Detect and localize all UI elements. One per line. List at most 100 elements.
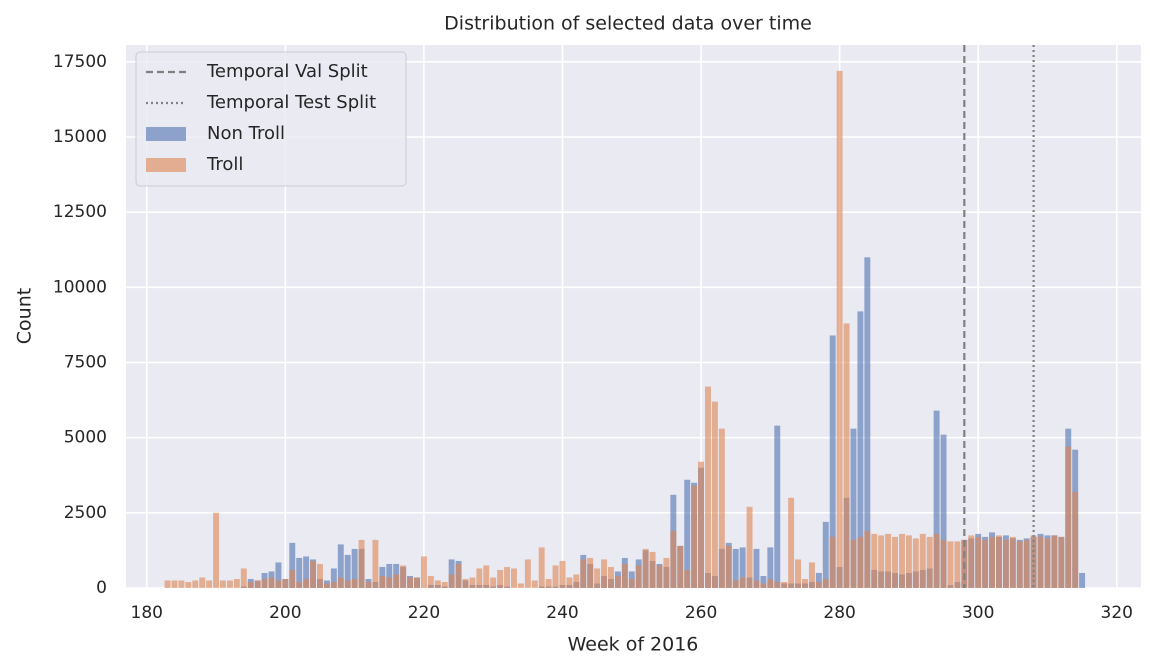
bar [317,563,323,588]
bar [899,533,905,588]
bar [441,581,448,588]
bar [358,539,365,588]
bar [711,401,718,588]
bar [296,557,303,588]
bar [566,577,573,588]
bar [802,578,808,588]
bar [275,562,282,588]
bar [850,539,857,588]
y-tick-label: 10000 [53,277,107,297]
bar [968,535,975,588]
bar [330,568,337,588]
bar [1009,536,1016,588]
bar [337,577,344,588]
bar [192,580,199,588]
bar [628,578,635,588]
bar [829,536,836,588]
bar [462,578,469,588]
bar [746,506,753,588]
bar [982,539,989,588]
bar [788,497,795,588]
y-tick-label: 5000 [64,428,107,448]
bar [926,536,933,588]
bars [164,70,1086,589]
legend-label: Troll [206,154,243,175]
bar [233,578,240,588]
bar [864,257,871,588]
bar [351,548,358,588]
legend-label: Non Troll [207,123,285,144]
legend-swatch [146,127,186,141]
bar [843,323,850,588]
bar [573,574,580,588]
x-tick-label: 260 [685,603,717,623]
bar [1002,539,1009,588]
bar [815,572,822,588]
bar [822,521,829,588]
bar [372,539,379,588]
bar [185,581,192,588]
bar [1023,539,1030,588]
bar [261,578,268,588]
bar [705,386,711,588]
bar [531,580,538,588]
bar [732,548,739,588]
x-tick-label: 280 [823,603,855,623]
legend-label: Temporal Test Split [206,92,376,113]
bar [497,569,504,588]
bar [296,581,303,588]
bar [1072,491,1079,588]
bar [767,578,774,588]
bar [552,565,559,588]
bar [275,580,282,588]
bar [427,575,434,588]
bar [795,559,802,588]
bar [670,530,677,588]
bar [940,539,947,588]
x-tick-label: 180 [131,603,163,623]
y-tick-label: 15000 [53,127,107,147]
y-tick-label: 0 [96,578,107,598]
bar [753,548,760,588]
bar [760,575,767,588]
bar [178,580,185,588]
bar [365,581,372,588]
bar [753,580,760,588]
bar [614,575,621,588]
bar [386,577,393,588]
bar [393,574,400,588]
bar [476,568,483,588]
bar [511,568,517,588]
bar [351,578,358,588]
bar [1016,541,1023,588]
x-tick-label: 220 [408,603,440,623]
y-axis-label: Count [14,288,36,344]
bar [857,536,864,588]
bar [337,544,344,588]
legend-label: Temporal Val Split [206,61,368,82]
bar [684,479,691,588]
bar [504,566,511,588]
bar [379,575,386,588]
x-axis-label: Week of 2016 [568,634,699,656]
bar [580,559,587,588]
bar [1037,536,1044,588]
bar [608,566,614,588]
x-tick-label: 320 [1101,603,1133,623]
bar [282,578,289,588]
bar [1051,535,1058,588]
bar [1079,572,1086,588]
bar [815,581,822,588]
bar [718,428,725,588]
bar [829,335,836,588]
bar [635,565,642,588]
legend-box [135,51,407,187]
bar [323,583,330,588]
bar [448,559,455,588]
bar [760,583,767,588]
bar [739,577,746,588]
bar [656,565,663,588]
bar [344,580,351,588]
bar [684,569,691,588]
